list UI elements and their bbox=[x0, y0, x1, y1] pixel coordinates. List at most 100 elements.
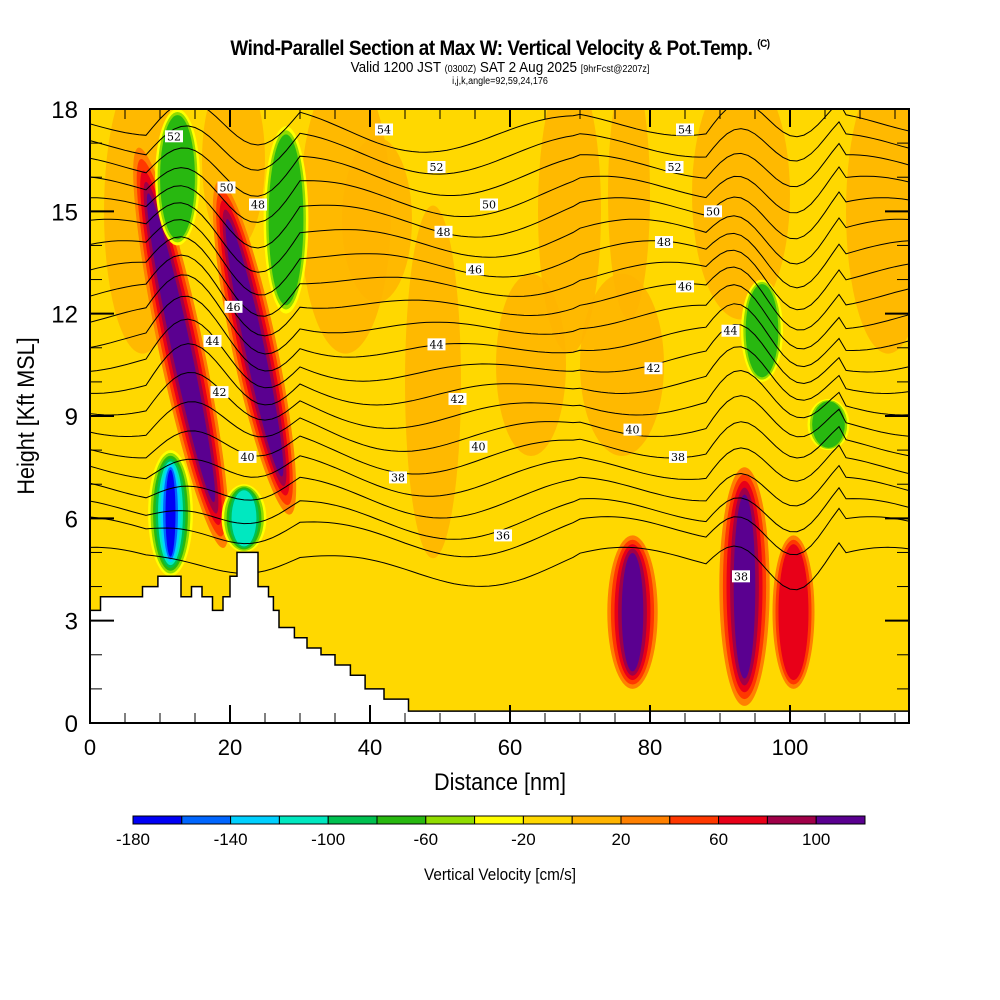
contour-label: 40 bbox=[469, 440, 488, 454]
contour-label-box bbox=[434, 225, 453, 238]
contour-label-box bbox=[676, 123, 694, 136]
contour-label-box bbox=[469, 440, 488, 453]
colorbar-swatch bbox=[376, 815, 427, 825]
valid-time: Valid 1200 JST bbox=[350, 59, 441, 76]
contour-label-box bbox=[249, 198, 267, 211]
contour-label-text: 48 bbox=[437, 226, 451, 239]
contour-label-box bbox=[669, 450, 687, 463]
velocity-band bbox=[496, 273, 566, 456]
contour-label-text: 40 bbox=[626, 424, 640, 437]
contour-label-text: 42 bbox=[213, 386, 227, 399]
theta-contour-line bbox=[90, 464, 909, 519]
theta-contour-line bbox=[90, 395, 909, 452]
contour-label-text: 44 bbox=[430, 338, 444, 351]
y-tick-label: 3 bbox=[65, 609, 78, 636]
contour-label: 40 bbox=[623, 423, 642, 437]
contour-label-box bbox=[665, 160, 684, 173]
colorbar-tick-label: -20 bbox=[511, 830, 536, 849]
velocity-level bbox=[268, 134, 304, 306]
contour-label-text: 52 bbox=[430, 161, 444, 174]
y-tick-label: 9 bbox=[65, 404, 78, 431]
colorbar-tick-label: 60 bbox=[709, 830, 728, 849]
theta-contour-line bbox=[90, 444, 909, 497]
x-tick-label: 0 bbox=[84, 735, 96, 760]
theta-contour-line bbox=[90, 166, 909, 223]
theta-contour-line bbox=[90, 202, 909, 273]
x-tick-label: 80 bbox=[638, 735, 662, 760]
colorbar-swatch bbox=[522, 815, 573, 825]
contour-label-box bbox=[427, 160, 446, 173]
contour-label-text: 54 bbox=[678, 123, 692, 136]
contour-label-box bbox=[165, 130, 183, 143]
valid-utc: (0300Z) bbox=[444, 64, 477, 75]
colorbar-tick-label: -180 bbox=[116, 830, 150, 849]
theta-contour-line bbox=[90, 507, 909, 558]
terrain bbox=[90, 551, 909, 723]
x-tick-label: 100 bbox=[772, 735, 809, 760]
contour-label: 44 bbox=[427, 338, 446, 351]
contour-label-box bbox=[623, 423, 642, 436]
contour-label-text: 50 bbox=[220, 181, 234, 194]
theta-contour-line bbox=[90, 542, 909, 591]
y-tick-label: 6 bbox=[65, 506, 78, 533]
contour-label: 42 bbox=[644, 362, 663, 375]
theta-contour-line bbox=[90, 254, 909, 337]
contour-label-text: 42 bbox=[451, 393, 465, 406]
velocity-level bbox=[160, 115, 195, 240]
theta-contours bbox=[90, 109, 909, 591]
contour-label-box bbox=[210, 386, 229, 399]
contour-label: 40 bbox=[238, 450, 257, 464]
colorbar-swatch bbox=[571, 815, 622, 825]
contour-label-text: 44 bbox=[206, 335, 220, 348]
contour-label-text: 44 bbox=[724, 325, 738, 338]
contour-label-text: 52 bbox=[167, 130, 181, 143]
chart-subtitle: Valid 1200 JST (0300Z) SAT 2 Aug 2025 [9… bbox=[50, 59, 950, 76]
colorbar-tick-label: 20 bbox=[612, 830, 631, 849]
chart-title-text: Wind-Parallel Section at Max W: Vertical… bbox=[230, 37, 753, 60]
contour-label-box bbox=[480, 198, 498, 211]
contour-label-text: 46 bbox=[227, 301, 241, 314]
contour-label-box bbox=[466, 263, 484, 276]
contour-label: 46 bbox=[466, 263, 484, 276]
colorbar-swatch bbox=[620, 815, 671, 825]
velocity-band bbox=[692, 109, 790, 320]
contour-label: 50 bbox=[704, 205, 722, 218]
contour-label-box bbox=[217, 181, 236, 194]
contour-label-box bbox=[644, 362, 663, 375]
copyright-mark: (C) bbox=[757, 38, 770, 50]
contour-label: 44 bbox=[721, 324, 740, 338]
contour-label: 52 bbox=[427, 160, 446, 174]
colorbar-tick-label: 100 bbox=[802, 830, 830, 849]
contour-label: 36 bbox=[494, 529, 512, 542]
velocity-level bbox=[778, 544, 809, 681]
velocity-level bbox=[737, 501, 752, 672]
contour-label: 48 bbox=[434, 225, 453, 239]
theta-contour-line bbox=[90, 343, 909, 406]
x-tick-label: 40 bbox=[358, 735, 382, 760]
x-tick-label: 20 bbox=[218, 735, 242, 760]
x-axis: 0 20 40 60 80 100 bbox=[84, 109, 896, 760]
contour-label-box bbox=[448, 392, 467, 405]
contour-label-text: 46 bbox=[468, 263, 482, 276]
theta-contour-line bbox=[90, 219, 909, 296]
y-tick-label: 12 bbox=[51, 302, 78, 329]
contour-label-box bbox=[494, 529, 512, 542]
colorbar: -180 -140 -100 -60 -20 20 60 100 bbox=[116, 815, 866, 849]
forecast-info: [9hrFcst@2207z] bbox=[580, 64, 650, 75]
theta-contour-line bbox=[90, 421, 909, 475]
contour-label-text: 48 bbox=[657, 236, 671, 249]
x-tick-label: 60 bbox=[498, 735, 522, 760]
theta-contour-line bbox=[90, 236, 909, 317]
colorbar-swatch bbox=[181, 815, 232, 825]
contour-labels: 52 54 54 50 48 52 52 50 50 48 48 46 46 46 44 44 44 42 42 42… bbox=[165, 123, 750, 583]
contour-label-text: 50 bbox=[706, 205, 720, 218]
contour-label: 42 bbox=[210, 386, 229, 399]
contour-label: 50 bbox=[480, 198, 498, 212]
contour-label-text: 40 bbox=[472, 441, 486, 454]
colorbar-swatch bbox=[474, 815, 524, 825]
contour-label-text: 38 bbox=[734, 570, 748, 583]
contour-label: 38 bbox=[732, 570, 750, 583]
colorbar-swatch bbox=[669, 815, 720, 825]
velocity-band bbox=[608, 109, 650, 320]
